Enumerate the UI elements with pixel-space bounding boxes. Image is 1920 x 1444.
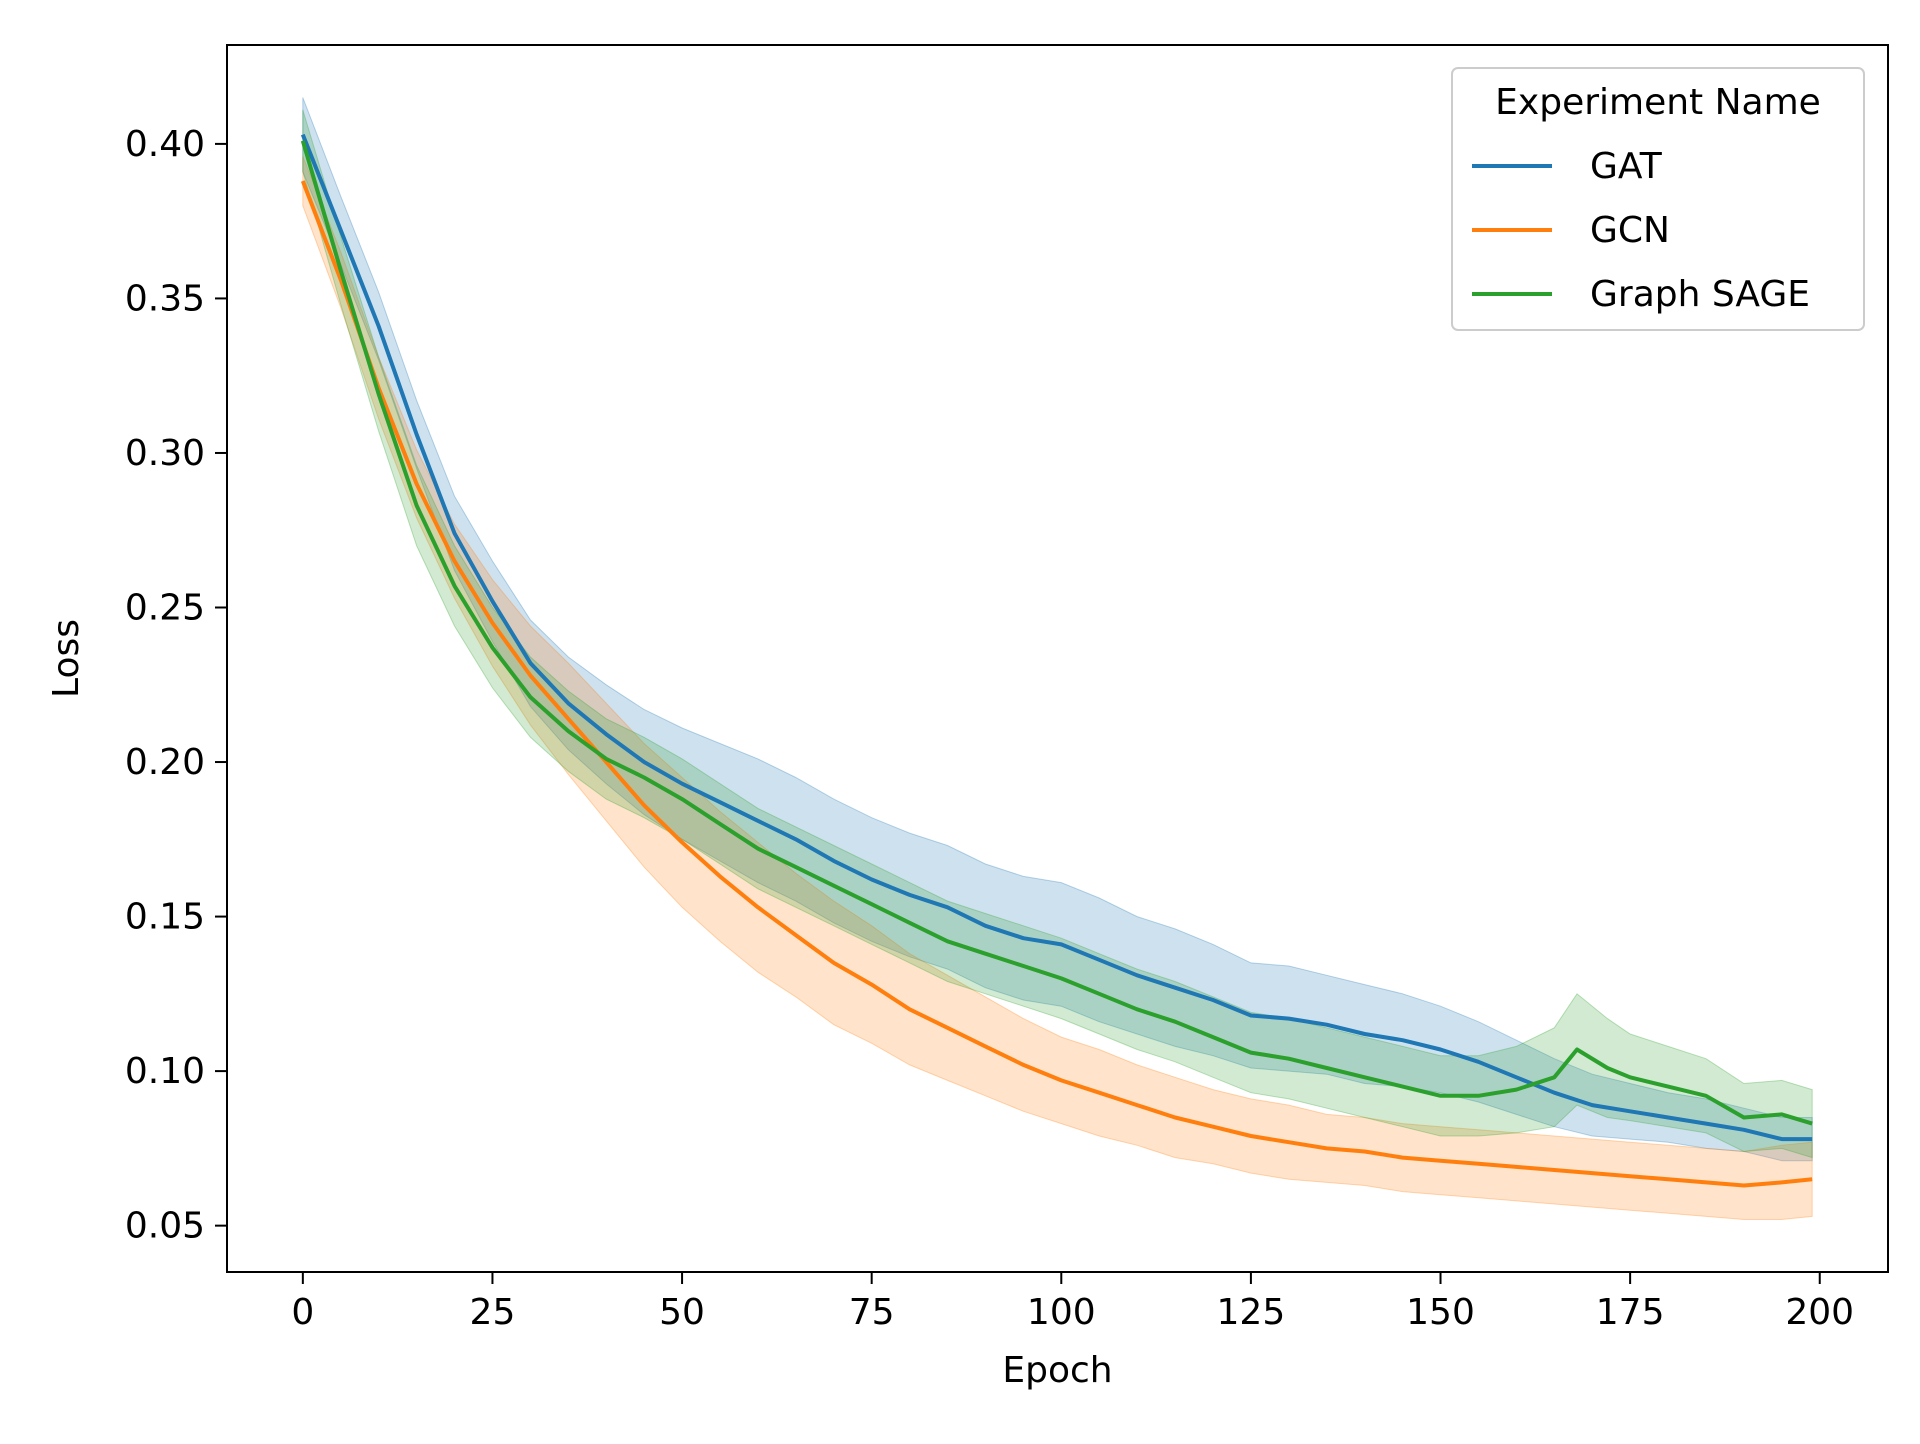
y-tick-label: 0.35 xyxy=(125,278,205,319)
x-tick-label: 125 xyxy=(1217,1292,1286,1333)
gcn-line xyxy=(300,180,1813,1188)
confidence-bands xyxy=(302,97,1813,1220)
plot-area-frame xyxy=(226,44,1889,1273)
x-tick-label: 50 xyxy=(659,1292,705,1333)
gcn-confidence-band xyxy=(302,156,1813,1220)
x-axis-label: Epoch xyxy=(1002,1350,1112,1391)
y-tick-label: 0.40 xyxy=(125,124,205,165)
y-tick-label: 0.30 xyxy=(125,433,205,474)
legend-label-gcn: GCN xyxy=(1590,210,1670,251)
graph-sage-confidence-band xyxy=(302,109,1813,1159)
y-axis: 0.05 0.10 0.15 0.20 0.25 0.30 0.35 0.40 xyxy=(125,124,227,1247)
gat-confidence-band xyxy=(302,97,1813,1162)
legend: Experiment Name GAT GCN Graph SAGE xyxy=(1451,67,1865,331)
x-tick-label: 0 xyxy=(291,1292,314,1333)
x-tick-label: 150 xyxy=(1406,1292,1475,1333)
x-axis: 0 25 50 75 100 125 150 175 200 xyxy=(291,1272,1854,1333)
legend-label-gat: GAT xyxy=(1590,146,1663,187)
x-tick-label: 175 xyxy=(1596,1292,1665,1333)
y-tick-label: 0.25 xyxy=(125,588,205,629)
x-tick-label: 100 xyxy=(1027,1292,1096,1333)
legend-items: GAT GCN Graph SAGE xyxy=(1472,146,1810,315)
y-tick-label: 0.15 xyxy=(125,897,205,938)
legend-title: Experiment Name xyxy=(1495,82,1821,123)
gat-line xyxy=(300,133,1813,1142)
graph-sage-line xyxy=(300,140,1813,1126)
y-tick-label: 0.20 xyxy=(125,742,205,783)
legend-label-graph-sage: Graph SAGE xyxy=(1590,274,1810,315)
legend-box xyxy=(1451,67,1865,331)
series-lines xyxy=(300,133,1813,1188)
x-tick-label: 25 xyxy=(470,1292,516,1333)
y-tick-label: 0.05 xyxy=(125,1206,205,1247)
x-tick-label: 200 xyxy=(1785,1292,1854,1333)
y-axis-label: Loss xyxy=(46,619,87,698)
y-tick-label: 0.10 xyxy=(125,1051,205,1092)
x-tick-label: 75 xyxy=(849,1292,895,1333)
